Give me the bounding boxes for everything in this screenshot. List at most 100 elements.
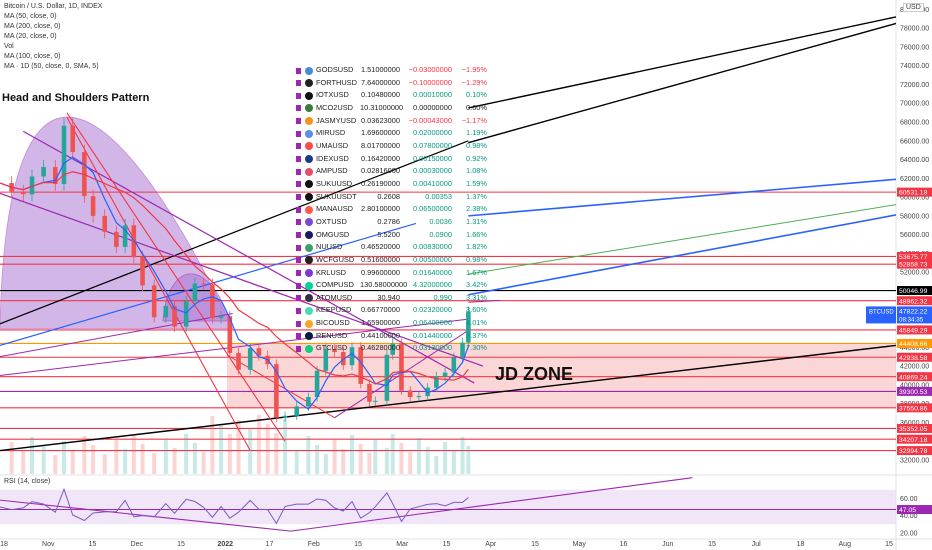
watchlist-row[interactable]: BICOUSD 1.65900000 0.06400000 4.01% xyxy=(296,317,491,330)
watchlist-symbol: OMGUSD xyxy=(316,229,350,239)
y-tick-label: 70000.00 xyxy=(900,101,929,108)
watchlist-row[interactable]: JASMYUSD 0.03623000 −0.00043000 −1.17% xyxy=(296,115,491,128)
neckline-trendline[interactable] xyxy=(0,140,469,325)
watchlist-row[interactable]: UMAUSD 8.01700000 0.07800000 0.98% xyxy=(296,140,491,153)
watchlist-row[interactable]: GODSUSD 1.51000000 −0.03000000 −1.95% xyxy=(296,64,491,77)
price-series xyxy=(0,118,471,422)
red-trendline[interactable] xyxy=(226,354,335,419)
purple-trendline[interactable] xyxy=(0,192,484,367)
level-badge xyxy=(897,446,932,456)
purple-trendline[interactable] xyxy=(468,299,501,303)
flag-icon[interactable] xyxy=(296,156,301,163)
flag-icon[interactable] xyxy=(296,257,301,264)
flag-icon[interactable] xyxy=(296,320,301,327)
volume-bar xyxy=(416,438,421,474)
candle-body xyxy=(399,343,404,391)
flag-icon[interactable] xyxy=(296,295,301,302)
coin-icon xyxy=(305,319,313,328)
watchlist-row[interactable]: COMPUSD 130.58000000 4.32000000 3.42% xyxy=(296,279,491,292)
flag-icon[interactable] xyxy=(296,345,301,352)
watchlist-percent: 0.00% xyxy=(466,102,487,112)
purple-trendline[interactable] xyxy=(0,313,233,358)
purple-trendline[interactable] xyxy=(0,318,469,376)
blue-trendline[interactable] xyxy=(468,178,897,217)
watchlist-row[interactable]: GTCUSD 0.46280000 0.03130000 7.30% xyxy=(296,342,491,355)
candle-body xyxy=(192,283,198,302)
rsi-trendline[interactable] xyxy=(290,477,693,532)
purple-trendline[interactable] xyxy=(22,130,475,384)
y-tick-label: 60000.00 xyxy=(900,195,929,202)
volume-bar xyxy=(102,454,107,474)
watchlist-row[interactable]: RENUSD 0.44100000 0.01440000 3.37% xyxy=(296,330,491,343)
volume-bar xyxy=(274,433,279,474)
candle-body xyxy=(218,316,224,319)
watchlist-row[interactable]: MIRUSD 1.69600000 0.02000000 1.19% xyxy=(296,127,491,140)
watchlist-row[interactable]: IDEXUSD 0.16420000 0.00150000 0.92% xyxy=(296,153,491,166)
flag-icon[interactable] xyxy=(296,307,301,314)
volume-bars xyxy=(9,415,471,474)
flag-icon[interactable] xyxy=(296,270,301,276)
flag-icon[interactable] xyxy=(296,333,301,340)
flag-icon[interactable] xyxy=(296,219,301,226)
watchlist-change: 0.06500000 xyxy=(412,204,452,214)
currency-button[interactable]: USD xyxy=(903,3,924,12)
red-trendline[interactable] xyxy=(66,117,251,451)
watchlist-row[interactable]: SUKUUSD 0.26190000 0.00410000 1.59% xyxy=(296,178,491,191)
rsi-tick-label: 20.00 xyxy=(900,530,918,537)
watchlist-change: 0.02320000 xyxy=(412,305,452,315)
watchlist-row[interactable]: OMGUSD 5.5200 0.0900 1.66% xyxy=(296,229,491,242)
blue-trendline[interactable] xyxy=(0,222,417,346)
watchlist-last: 0.10480000 xyxy=(360,90,400,100)
red-trendline[interactable] xyxy=(66,112,286,442)
green-trendline[interactable] xyxy=(468,204,897,275)
watchlist-percent: 3.31% xyxy=(466,292,487,302)
rsi-band xyxy=(0,489,896,525)
watchlist-row[interactable]: MANAUSD 2.80100000 0.06500000 2.38% xyxy=(296,203,491,216)
level-badge-text: 39300.53 xyxy=(899,389,928,396)
support-trendline[interactable] xyxy=(0,344,897,452)
watchlist-row[interactable]: ATOMUSD 30.940 0.990 3.31% xyxy=(296,292,491,305)
watchlist-change: 0.07800000 xyxy=(412,140,452,150)
upper-trendline[interactable] xyxy=(468,16,897,109)
flag-icon[interactable] xyxy=(296,168,301,175)
watchlist-row[interactable]: WCFGUSD 0.51600000 0.00500000 0.98% xyxy=(296,254,491,267)
candle-body xyxy=(349,347,355,366)
flag-icon[interactable] xyxy=(296,244,301,251)
watchlist-last: 0.2608 xyxy=(377,191,400,201)
watchlist-row[interactable]: KRLUSD 0.99600000 0.01640000 1.67% xyxy=(296,267,491,280)
watchlist-percent: −1.17% xyxy=(461,115,487,125)
flag-icon[interactable] xyxy=(296,232,301,239)
flag-icon[interactable] xyxy=(296,80,301,87)
watchlist-row[interactable]: AMPUSD 0.02816000 0.00030000 1.08% xyxy=(296,165,491,178)
watchlist-row[interactable]: SUKUUSDT 0.2608 0.00353 1.37% xyxy=(296,191,491,204)
rsi-level-badge xyxy=(897,505,932,515)
volume-bar xyxy=(256,415,261,474)
coin-icon xyxy=(305,294,313,303)
flag-icon[interactable] xyxy=(296,206,301,213)
candle-body xyxy=(70,125,76,153)
flag-icon[interactable] xyxy=(296,105,301,112)
flag-icon[interactable] xyxy=(296,181,301,188)
flag-icon[interactable] xyxy=(296,67,301,74)
watchlist-row[interactable]: KEEPUSD 0.66770000 0.02320000 3.60% xyxy=(296,304,491,317)
watchlist-row[interactable]: NUUSD 0.46520000 0.00830000 1.82% xyxy=(296,241,491,254)
level-badge-text: 35352.05 xyxy=(899,426,928,433)
legend-line: MA · 1D (50, close, 0, SMA, 5) xyxy=(4,63,99,70)
watchlist-row[interactable]: IOTXUSD 0.10480000 0.00010000 0.10% xyxy=(296,89,491,102)
volume-bar xyxy=(248,429,253,474)
volume-bar xyxy=(390,434,395,474)
upper-trendline[interactable] xyxy=(468,22,897,144)
flag-icon[interactable] xyxy=(296,118,301,125)
flag-icon[interactable] xyxy=(296,130,301,137)
flag-icon[interactable] xyxy=(296,194,301,201)
flag-icon[interactable] xyxy=(296,282,301,289)
blue-trendline[interactable] xyxy=(468,214,897,296)
candle-body xyxy=(442,372,448,377)
watchlist-row[interactable]: MCO2USD 10.31000000 0.00000000 0.00% xyxy=(296,102,491,115)
flag-icon[interactable] xyxy=(296,92,301,99)
flag-icon[interactable] xyxy=(296,143,301,150)
trendline-drawings[interactable] xyxy=(0,16,897,532)
watchlist-row[interactable]: FORTHUSD 7.64000000 −0.10000000 −1.29% xyxy=(296,77,491,90)
watchlist-row[interactable]: OXTUSD 0.2786 0.0036 1.31% xyxy=(296,216,491,229)
